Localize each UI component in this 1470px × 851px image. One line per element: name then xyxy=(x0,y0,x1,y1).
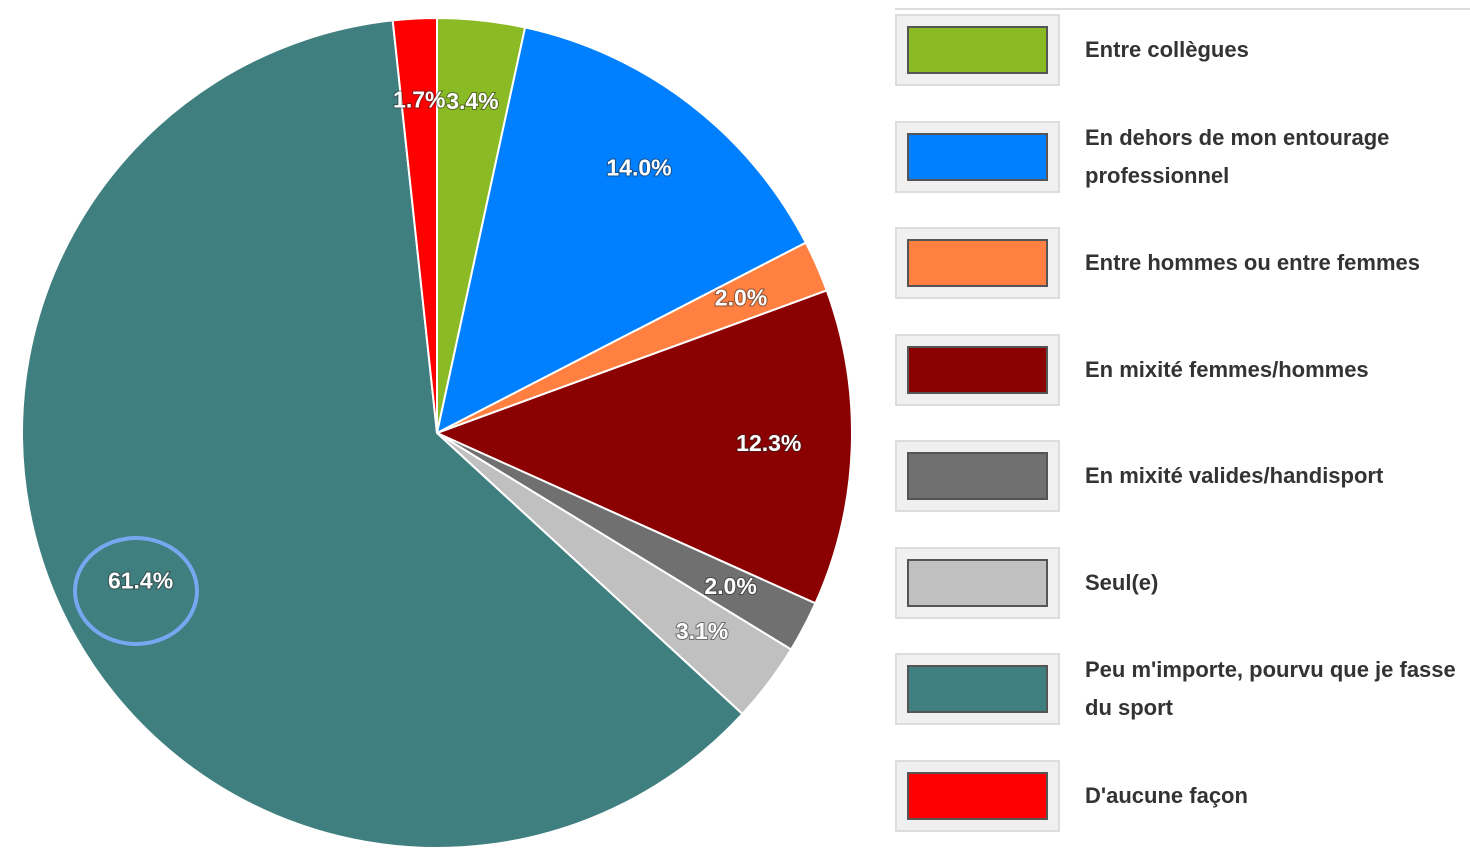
legend-swatch xyxy=(907,558,1048,607)
legend-box xyxy=(895,333,1060,406)
slice-label: 2.0% xyxy=(715,285,767,311)
legend-item: En mixité valides/handisport xyxy=(895,440,1470,512)
pie-slice xyxy=(21,19,744,849)
legend-box xyxy=(895,14,1060,86)
legend-label: En dehors de mon entourage professionnel xyxy=(1085,124,1390,188)
legend-label: Peu m'importe, pourvu que je fasse du sp… xyxy=(1085,657,1456,720)
pie-slice xyxy=(434,289,853,605)
slice-label: 3.4% xyxy=(446,88,498,114)
legend: Entre collègues En dehors de mon entourag… xyxy=(895,8,1470,832)
slice-label: 2.0% xyxy=(704,573,756,599)
pie-slice xyxy=(435,26,808,435)
pie-chart: 3.4% 14.0% 2.0% 12.3% 2.0% 3.1% 61.4% 1.7% xyxy=(21,16,853,849)
legend-swatch xyxy=(907,452,1048,500)
legend-item: Entre hommes ou entre femmes xyxy=(895,227,1470,299)
legend-box xyxy=(895,546,1060,619)
legend-box xyxy=(895,440,1060,512)
highlight-circle xyxy=(73,536,199,646)
legend-item: Entre collègues xyxy=(895,14,1470,86)
legend-swatch xyxy=(907,345,1048,394)
pie-slice xyxy=(391,16,438,434)
legend-box xyxy=(895,759,1060,832)
legend-item: D'aucune façon xyxy=(895,759,1470,832)
slice-label: 12.3% xyxy=(736,430,801,456)
legend-label: Entre collègues xyxy=(1085,37,1249,62)
slice-label: 3.1% xyxy=(676,618,728,644)
legend-label: Seul(e) xyxy=(1085,569,1159,595)
slice-label: 14.0% xyxy=(606,155,671,181)
slice-label: 1.7% xyxy=(393,87,445,113)
legend-swatch xyxy=(907,665,1048,713)
slice-label: 61.4% xyxy=(108,568,173,594)
legend-item: En mixité femmes/hommes xyxy=(895,333,1470,406)
legend-box xyxy=(895,653,1060,725)
legend-box xyxy=(895,120,1060,193)
legend-swatch xyxy=(907,771,1048,820)
legend-item: Seul(e) xyxy=(895,546,1470,619)
legend-label: Entre hommes ou entre femmes xyxy=(1085,250,1420,275)
legend-label: D'aucune façon xyxy=(1085,782,1248,808)
legend-label: En mixité valides/handisport xyxy=(1085,463,1384,488)
legend-swatch xyxy=(907,239,1048,287)
legend-box xyxy=(895,227,1060,299)
legend-label: En mixité femmes/hommes xyxy=(1085,356,1369,382)
legend-item: Peu m'importe, pourvu que je fasse du sp… xyxy=(895,653,1470,725)
legend-swatch xyxy=(907,26,1048,74)
legend-swatch xyxy=(907,132,1048,181)
legend-item: En dehors de mon entourage professionnel xyxy=(895,120,1470,193)
